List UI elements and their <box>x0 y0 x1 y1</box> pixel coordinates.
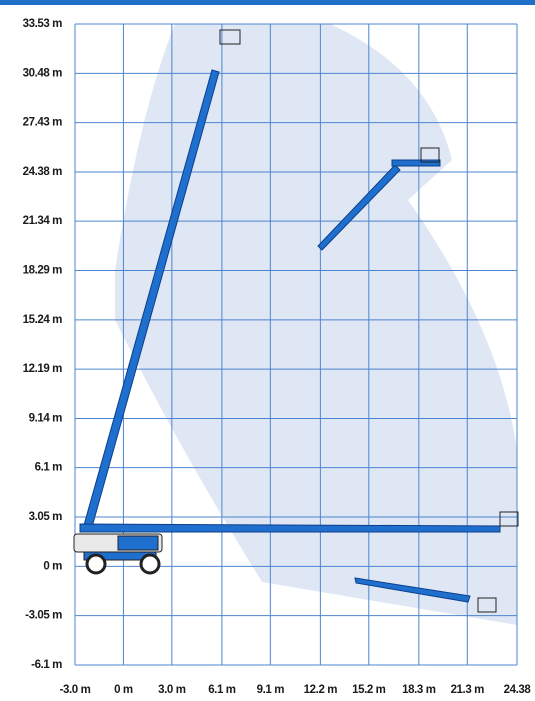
y-tick-label: 30.48 m <box>23 67 63 79</box>
y-tick-label: 21.34 m <box>23 215 63 227</box>
boom-horizontal <box>79 523 501 533</box>
x-tick-label: 0 m <box>114 684 133 696</box>
y-tick-label: -6.1 m <box>31 659 62 671</box>
y-tick-label: 12.19 m <box>23 363 63 375</box>
boom-jib <box>391 159 441 167</box>
y-tick-label: 0 m <box>43 560 62 572</box>
booms <box>73 29 519 613</box>
working-envelope <box>115 24 517 625</box>
x-tick-label: 24.38 <box>504 684 532 696</box>
x-tick-label: -3.0 m <box>60 684 91 696</box>
x-tick-label: 12.2 m <box>304 684 338 696</box>
y-tick-label: 3.05 m <box>29 511 63 523</box>
platform-top <box>219 29 241 45</box>
top-bar <box>0 0 535 5</box>
y-tick-label: 33.53 m <box>23 18 63 30</box>
platform-low <box>477 597 497 613</box>
y-tick-label: 24.38 m <box>23 166 63 178</box>
x-tick-label: 18.3 m <box>402 684 436 696</box>
x-tick-label: 3.0 m <box>158 684 186 696</box>
wheel <box>85 553 107 575</box>
y-tick-label: -3.05 m <box>25 610 62 622</box>
x-tick-label: 21.3 m <box>451 684 485 696</box>
wheel <box>139 553 161 575</box>
x-tick-label: 6.1 m <box>208 684 236 696</box>
y-tick-label: 27.43 m <box>23 117 63 129</box>
x-tick-label: 9.1 m <box>257 684 285 696</box>
y-tick-label: 6.1 m <box>35 462 63 474</box>
boom-mid <box>317 164 401 251</box>
counterweight <box>117 535 159 551</box>
platform-mid <box>420 147 440 163</box>
y-tick-label: 18.29 m <box>23 265 63 277</box>
boom-low <box>354 577 471 603</box>
y-tick-label: 9.14 m <box>29 413 63 425</box>
platform-horizontal <box>499 511 519 527</box>
x-tick-label: 15.2 m <box>352 684 386 696</box>
y-tick-label: 15.24 m <box>23 314 63 326</box>
